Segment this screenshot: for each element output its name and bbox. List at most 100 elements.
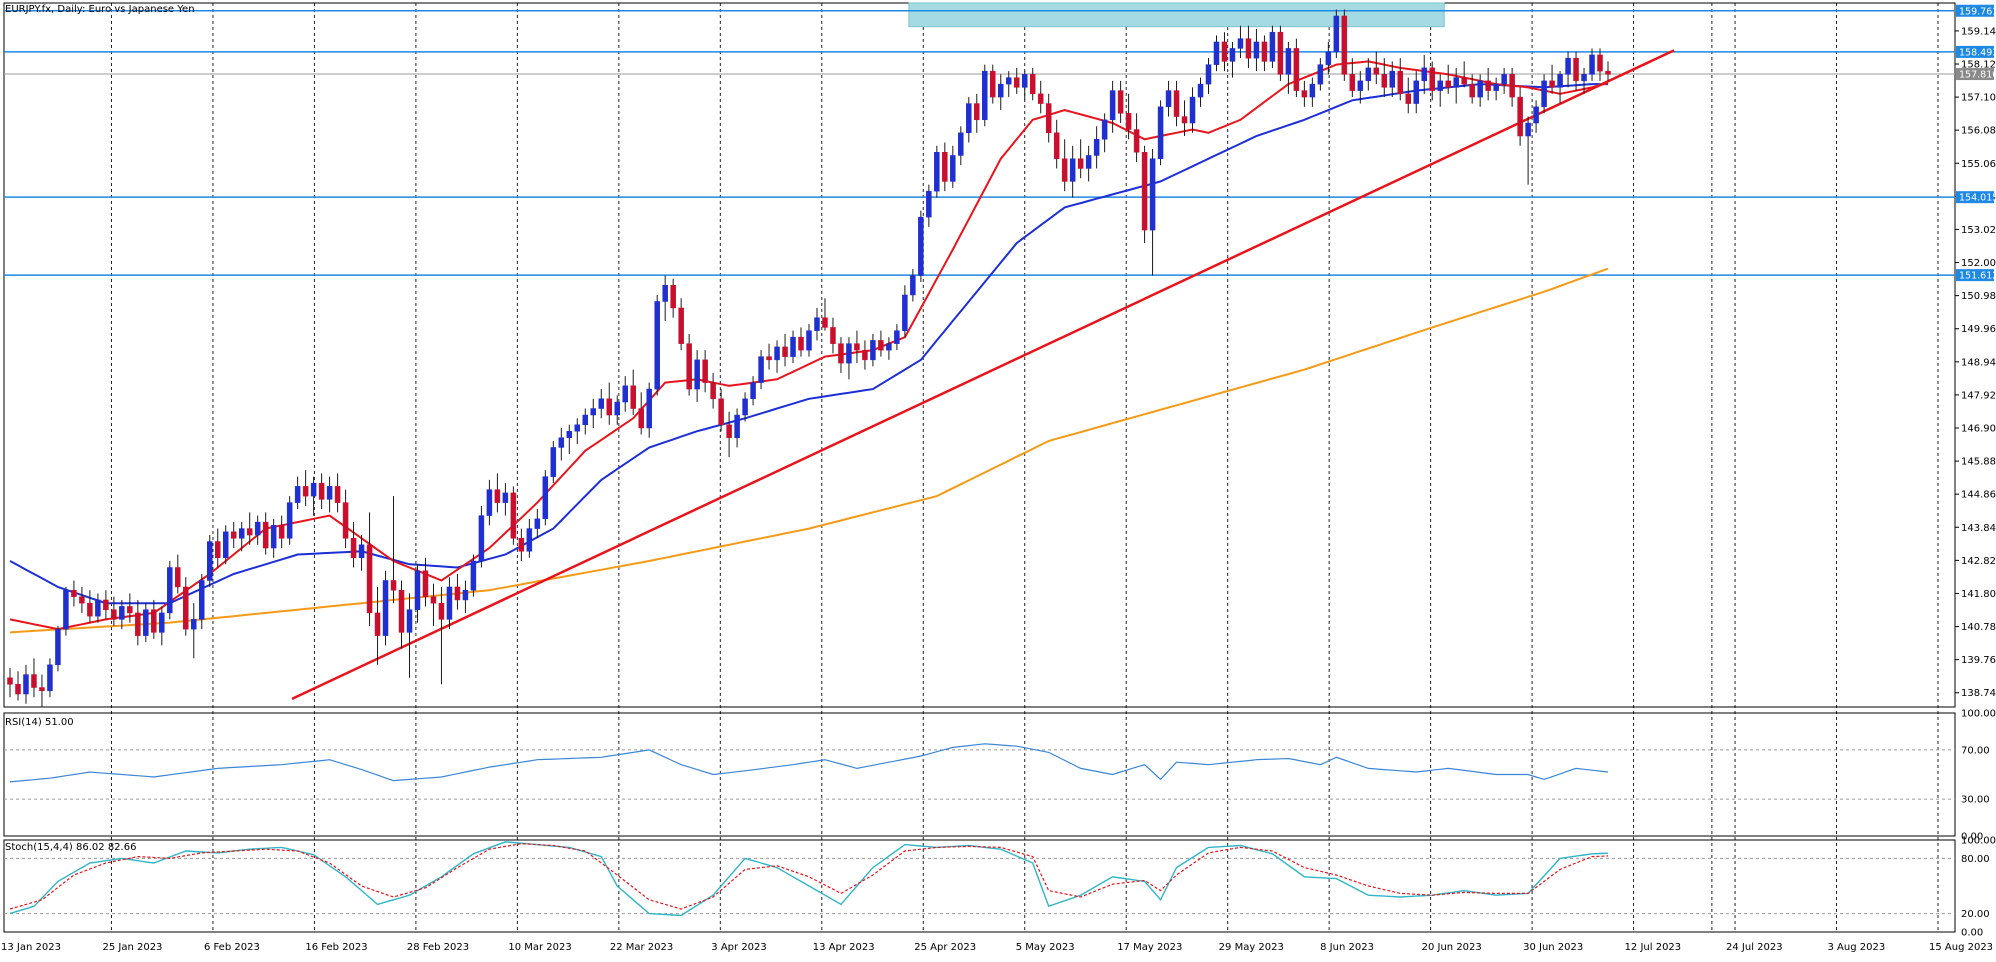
time-axis-label: 30 Jun 2023: [1523, 942, 1583, 953]
rsi-panel: 100.00 70.00 30.00 0.00: [3, 709, 1996, 843]
candle-body: [926, 190, 932, 218]
candle-body: [582, 414, 589, 426]
candle-body: [862, 349, 868, 361]
candle-body: [574, 424, 581, 432]
candle-body: [662, 284, 668, 302]
time-axis-label: 29 May 2023: [1219, 942, 1284, 953]
stoch-axis-label: 0.00: [1961, 928, 1983, 939]
candle-body: [47, 664, 53, 692]
candle-body: [646, 388, 652, 429]
candle-body: [1565, 57, 1571, 75]
candle-body: [638, 408, 644, 429]
price-axis-label: 146.900: [1961, 423, 1996, 434]
price-badge-label: 157.810: [1959, 70, 1996, 81]
candle-body: [270, 525, 277, 549]
price-badge-label: 158.493: [1959, 47, 1996, 58]
candle-body: [55, 628, 61, 666]
candle-body: [1173, 90, 1180, 117]
candle-body: [630, 385, 636, 409]
stoch-main-line: [9, 841, 1609, 917]
stoch-axis-label: 20.00: [1961, 909, 1990, 920]
candle-body: [302, 486, 309, 497]
candle-body: [1397, 70, 1404, 95]
candle-body: [414, 570, 421, 610]
candle-body: [510, 492, 517, 539]
candle-body: [526, 528, 533, 552]
candle-body: [1077, 158, 1084, 169]
candle-body: [1229, 48, 1236, 62]
price-axis-label: 158.120: [1961, 59, 1996, 70]
candle-body: [694, 359, 700, 390]
candle-body: [254, 521, 261, 536]
candle-body: [998, 83, 1004, 98]
candle-body: [974, 103, 980, 121]
price-axis-label: 138.740: [1961, 688, 1996, 699]
candle-body: [127, 606, 133, 614]
candle-body: [1445, 80, 1451, 88]
candle-body: [878, 340, 884, 351]
candle-body: [135, 612, 141, 636]
candle-body: [422, 570, 429, 597]
stoch-panel-frame: [3, 839, 1956, 933]
candle-body: [1309, 83, 1316, 98]
time-axis-label: 6 Feb 2023: [204, 942, 260, 953]
candle-body: [1325, 51, 1332, 65]
candle-body: [1453, 77, 1459, 88]
candle-body: [958, 132, 964, 156]
price-axis-label: 155.060: [1961, 159, 1996, 170]
candle-body: [1477, 80, 1483, 98]
candle-body: [1237, 38, 1244, 49]
candle-body: [199, 580, 205, 620]
candle-body: [1245, 38, 1252, 59]
price-badge: [1956, 191, 1994, 204]
candle-body: [1429, 67, 1435, 91]
candle-body: [1365, 67, 1372, 82]
candle-body: [1117, 90, 1124, 114]
candle-body: [1301, 90, 1308, 98]
candle-body: [95, 599, 101, 617]
candle-body: [1421, 67, 1427, 82]
candle-body: [294, 486, 301, 503]
candle-body: [606, 398, 612, 416]
candle-body: [830, 327, 836, 344]
candle-body: [614, 401, 620, 416]
candle-body: [758, 356, 764, 383]
candle-body: [766, 356, 772, 361]
candle-body: [1037, 93, 1044, 104]
candle-body: [1485, 80, 1491, 91]
price-axis-label: 142.820: [1961, 556, 1996, 567]
candle-body: [750, 382, 756, 400]
candle-body: [1053, 132, 1060, 159]
time-axis-label: 24 Jul 2023: [1726, 942, 1783, 953]
candle-body: [814, 317, 820, 331]
candle-body: [654, 301, 660, 390]
candle-body: [982, 70, 988, 121]
time-axis-label: 25 Apr 2023: [914, 942, 976, 953]
candle-body: [1285, 48, 1292, 75]
time-axis-label: 3 Aug 2023: [1828, 942, 1886, 953]
candle-body: [1533, 106, 1539, 124]
candle-body: [207, 541, 213, 581]
candle-body: [1157, 106, 1164, 159]
candle-body: [742, 398, 748, 416]
candle-body: [1069, 158, 1076, 182]
candle-body: [790, 336, 796, 357]
candle-body: [119, 606, 125, 620]
candle-body: [1389, 70, 1396, 88]
rsi-axis-label: 30.00: [1961, 795, 1990, 806]
stoch-axis-label: 100.00: [1961, 836, 1996, 847]
rsi-panel-frame: [3, 712, 1956, 837]
time-axis-label: 12 Jul 2023: [1625, 942, 1682, 953]
candle-body: [143, 609, 149, 636]
candle-body: [406, 609, 413, 633]
time-axis-label: 28 Feb 2023: [407, 942, 469, 953]
price-axis-label: 144.860: [1961, 490, 1996, 501]
candle-body: [1021, 74, 1028, 88]
candle-body: [710, 382, 716, 400]
candle-body: [990, 70, 996, 98]
stoch-axis-label: 80.00: [1961, 854, 1990, 865]
candle-body: [1469, 83, 1475, 98]
candle-body: [534, 518, 541, 529]
candle-body: [718, 398, 724, 426]
